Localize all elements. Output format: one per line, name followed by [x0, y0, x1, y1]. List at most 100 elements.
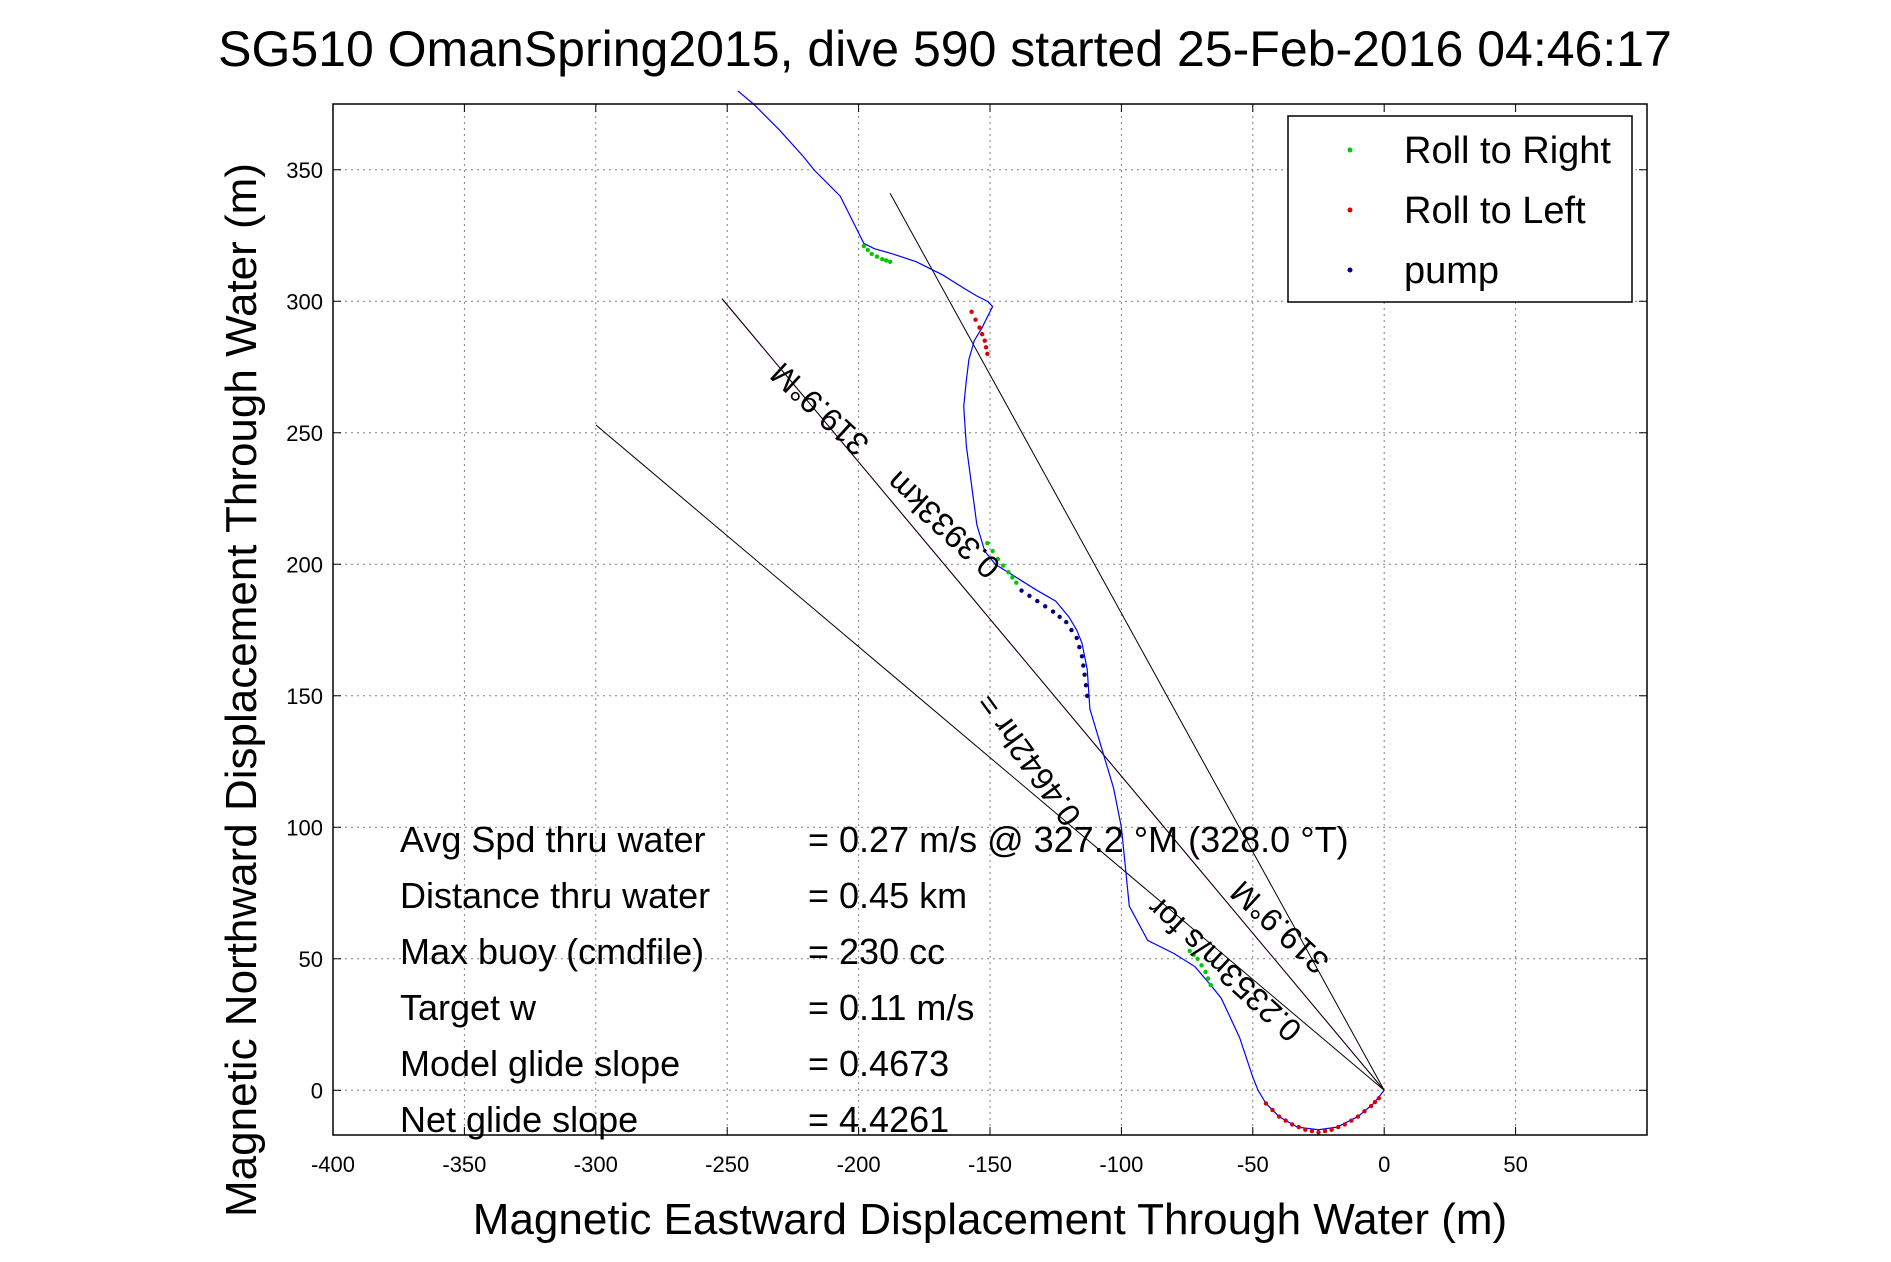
x-tick-label: -400 — [311, 1152, 355, 1177]
roll-right-point — [1199, 963, 1204, 968]
roll-right-point — [990, 548, 995, 554]
x-tick-label: -100 — [1099, 1152, 1143, 1177]
roll-right-point — [1187, 948, 1192, 954]
y-tick-label: 100 — [286, 815, 323, 840]
legend-marker — [1347, 207, 1353, 213]
x-tick-label: -150 — [968, 1152, 1012, 1177]
stat-label: Net glide slope — [400, 1099, 638, 1140]
y-tick-label: 200 — [286, 552, 323, 577]
stat-value: = 0.45 km — [808, 875, 967, 916]
roll-right-point — [985, 541, 990, 546]
x-tick-label: 50 — [1503, 1152, 1527, 1177]
stat-value: = 0.4673 — [808, 1043, 949, 1084]
roll-right-point — [1195, 956, 1200, 961]
roll-left-point — [979, 331, 985, 337]
y-tick-label: 50 — [299, 947, 323, 972]
roll-right-point — [995, 556, 1001, 562]
roll-right-point — [1208, 982, 1213, 988]
legend-label: Roll to Right — [1404, 130, 1611, 172]
roll-left-point — [1329, 1127, 1334, 1132]
roll-right-point — [1203, 969, 1208, 975]
pump-point — [1064, 619, 1069, 625]
roll-left-point — [1276, 1114, 1282, 1119]
roll-left-point — [1322, 1128, 1328, 1134]
pump-point — [1079, 654, 1085, 659]
roll-left-point — [1355, 1114, 1361, 1119]
roll-left-point — [1309, 1128, 1315, 1134]
stat-value: = 0.11 m/s — [808, 987, 974, 1028]
pump-point — [1081, 663, 1086, 668]
roll-left-point — [983, 345, 989, 350]
heading-line — [889, 193, 1385, 1091]
pump-point — [1019, 588, 1024, 593]
y-tick-label: 250 — [286, 421, 323, 446]
tick-marks — [332, 104, 1647, 1135]
legend: Roll to Right Roll to Left pump — [1287, 115, 1633, 303]
pump-point — [1085, 693, 1090, 698]
roll-right-point — [1000, 563, 1006, 568]
roll-left-point — [1368, 1103, 1374, 1109]
roll-left-point — [985, 351, 990, 357]
x-tick-label: -300 — [574, 1152, 618, 1177]
marker-layer — [861, 243, 1382, 1135]
y-tick-label: 0 — [311, 1078, 323, 1103]
roll-left-point — [1316, 1130, 1321, 1135]
stat-value: = 0.27 m/s @ 327.2 °M (328.0 °T) — [808, 819, 1349, 860]
grid-lines — [333, 104, 1647, 1135]
x-tick-labels: -400 -350 -300 -250 -200 -150 -100 -50 0 50 — [311, 1152, 1528, 1177]
x-axis-label: Magnetic Eastward Displacement Through W… — [473, 1195, 1507, 1244]
pump-point — [1083, 683, 1089, 688]
roll-right-point — [1006, 569, 1011, 575]
stat-label: Max buoy (cmdfile) — [400, 931, 704, 972]
y-axis-label: Magnetic Northward Displacement Through … — [217, 163, 266, 1217]
roll-right-point — [1205, 976, 1211, 981]
roll-right-point — [865, 247, 870, 253]
roll-left-point — [1270, 1107, 1275, 1113]
stats-block: Avg Spd thru water = 0.27 m/s @ 327.2 °M … — [400, 819, 1349, 1140]
track-layer — [737, 90, 1385, 1131]
x-tick-label: -250 — [705, 1152, 749, 1177]
roll-right-point — [1014, 580, 1019, 585]
y-tick-label: 150 — [286, 684, 323, 709]
roll-left-point — [1290, 1122, 1295, 1127]
roll-right-point — [1191, 952, 1196, 958]
roll-right-point — [887, 259, 893, 265]
roll-right-point — [1010, 575, 1015, 580]
track-line — [737, 90, 1385, 1131]
roll-left-point — [969, 309, 974, 314]
x-tick-label: -200 — [837, 1152, 881, 1177]
roll-left-point — [1283, 1118, 1288, 1123]
legend-marker — [1347, 147, 1353, 153]
roll-left-point — [982, 338, 987, 343]
pump-point — [1069, 627, 1074, 633]
heading-line — [595, 424, 1385, 1091]
legend-label: pump — [1404, 250, 1499, 292]
stat-value: = 230 cc — [808, 931, 945, 972]
roll-left-point — [1349, 1118, 1354, 1123]
stat-label: Target w — [400, 987, 537, 1028]
pump-point — [1042, 604, 1048, 609]
pump-point — [1057, 614, 1062, 620]
pump-point — [1082, 672, 1087, 677]
roll-left-point — [1263, 1101, 1269, 1106]
roll-right-point — [874, 254, 880, 259]
stat-value: = 4.4261 — [808, 1099, 949, 1140]
roll-right-point — [869, 251, 874, 257]
y-tick-label: 300 — [286, 289, 323, 314]
roll-left-point — [1303, 1127, 1308, 1132]
stat-label: Avg Spd thru water — [400, 819, 706, 860]
legend-marker — [1347, 267, 1353, 273]
roll-left-point — [1372, 1099, 1378, 1105]
pump-point — [1027, 593, 1032, 599]
roll-left-point — [1296, 1124, 1301, 1130]
legend-label: Roll to Left — [1404, 190, 1586, 232]
heading-lines — [595, 193, 1385, 1091]
roll-left-point — [1362, 1109, 1367, 1114]
roll-left-point — [977, 325, 982, 330]
roll-left-point — [973, 317, 978, 322]
pump-point — [1077, 644, 1082, 650]
y-tick-labels: 0 50 100 150 200 250 300 350 — [286, 158, 323, 1104]
x-tick-label: -50 — [1237, 1152, 1269, 1177]
roll-left-point — [1336, 1124, 1341, 1130]
